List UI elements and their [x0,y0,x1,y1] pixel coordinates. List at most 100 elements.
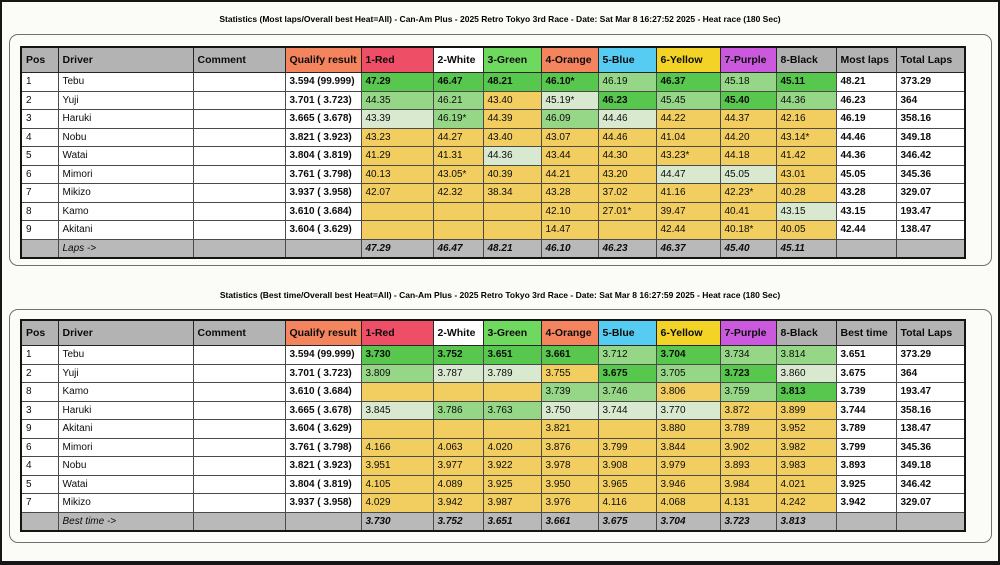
comment-cell [192,183,286,203]
heat-result-cell: 4.021 [775,474,837,494]
comment-cell [192,164,286,184]
column-header-8-black: 8-Black [775,46,837,73]
heat-result-cell: 41.42 [775,146,837,166]
heat-result-cell: 40.41 [719,201,777,221]
pos-cell: 9 [20,419,59,439]
qualify-result-cell: 3.937 ( 3.958) [284,493,362,513]
heat-result-cell: 3.789 [482,363,542,383]
driver-row: 3 Haruki 3.665 ( 3.678) 3.845 3.786 3.763 3.75… [20,400,966,420]
column-header-6-yellow: 6-Yellow [655,46,721,73]
column-header-total-laps: Total Laps [895,46,966,73]
comment-cell [192,419,286,439]
heat-result-cell: 3.787 [432,363,484,383]
heat-result-cell: 3.739 [540,382,599,402]
summary-heat-best-cell: 46.10 [540,238,599,259]
heat-result-cell: 40.39 [482,164,542,184]
best-value-cell: 44.46 [835,127,897,147]
column-header-qualify-result: Qualify result [284,319,362,346]
heat-result-cell: 3.872 [719,400,777,420]
total-laps-cell: 329.07 [895,183,966,203]
heat-result-cell: 3.925 [482,474,542,494]
heat-result-cell: 3.899 [775,400,837,420]
pos-cell: 4 [20,127,59,147]
total-laps-cell: 364 [895,90,966,110]
heat-result-cell: 42.07 [360,183,434,203]
column-header-pos: Pos [20,319,59,346]
heat-result-cell: 46.10* [540,72,599,92]
heat-result-cell: 43.40 [482,127,542,147]
column-header-7-purple: 7-Purple [719,46,777,73]
heat-result-cell: 43.14* [775,127,837,147]
summary-heat-best-cell: 46.37 [655,238,721,259]
heat-result-cell: 42.32 [432,183,484,203]
column-header-most-laps: Most laps [835,46,897,73]
heat-result-cell: 3.977 [432,456,484,476]
driver-row: 9 Akitani 3.604 ( 3.629) 14.47 42.44 40.18* 40… [20,220,966,240]
driver-cell: Akitani [57,220,194,240]
heat-result-cell: 4.068 [655,493,721,513]
qualify-result-cell: 3.821 ( 3.923) [284,456,362,476]
pos-cell: 9 [20,220,59,240]
heat-result-cell: 3.651 [482,345,542,365]
summary-label-cell: Laps -> [57,238,194,259]
heat-result-cell: 44.36 [775,90,837,110]
heat-result-cell: 44.37 [719,109,777,129]
heat-result-cell: 3.806 [655,382,721,402]
heat-result-cell: 4.063 [432,437,484,457]
best-value-cell: 43.15 [835,201,897,221]
heat-result-cell: 3.770 [655,400,721,420]
heat-result-cell: 40.18* [719,220,777,240]
heat-result-cell [360,201,434,221]
summary-best-cell [835,511,897,532]
best-value-cell: 3.942 [835,493,897,513]
pos-cell: 1 [20,72,59,92]
heat-result-cell: 43.28 [540,183,599,203]
total-laps-cell: 345.36 [895,437,966,457]
driver-cell: Watai [57,474,194,494]
heat-result-cell: 44.46 [597,109,657,129]
column-header-7-purple: 7-Purple [719,319,777,346]
heat-result-cell: 3.755 [540,363,599,383]
heat-result-cell: 3.821 [540,419,599,439]
heat-result-cell: 3.786 [432,400,484,420]
heat-result-cell: 46.47 [432,72,484,92]
summary-heat-best-cell: 48.21 [482,238,542,259]
heat-result-cell [432,419,484,439]
heat-result-cell: 40.28 [775,183,837,203]
heat-result-cell: 3.746 [597,382,657,402]
heat-result-cell: 44.21 [540,164,599,184]
heat-result-cell [597,419,657,439]
column-header-comment: Comment [192,46,286,73]
heat-result-cell [482,220,542,240]
comment-cell [192,474,286,494]
table-frame-best-time [9,309,992,543]
summary-heat-best-cell: 46.47 [432,238,484,259]
total-laps-cell: 345.36 [895,164,966,184]
heat-result-cell: 3.987 [482,493,542,513]
summary-pos-cell [20,238,59,259]
heat-result-cell: 45.18 [719,72,777,92]
heat-result-cell: 41.16 [655,183,721,203]
summary-heat-best-cell: 47.29 [360,238,434,259]
best-value-cell: 3.799 [835,437,897,457]
heat-result-cell: 44.46 [597,127,657,147]
heat-result-cell: 47.29 [360,72,434,92]
qualify-result-cell: 3.701 ( 3.723) [284,90,362,110]
driver-cell: Yuji [57,90,194,110]
heat-result-cell: 44.30 [597,146,657,166]
driver-row: 6 Mimori 3.761 ( 3.798) 4.166 4.063 4.020 3.87… [20,437,966,457]
qualify-result-cell: 3.665 ( 3.678) [284,400,362,420]
heat-result-cell: 43.20 [597,164,657,184]
summary-comment-cell [192,511,286,532]
driver-row: 5 Watai 3.804 ( 3.819) 41.29 41.31 44.36 43.44… [20,146,966,166]
qualify-result-cell: 3.804 ( 3.819) [284,474,362,494]
heat-result-cell: 3.902 [719,437,777,457]
qualify-result-cell: 3.804 ( 3.819) [284,146,362,166]
driver-row: 1 Tebu 3.594 (99.999) 3.730 3.752 3.651 3.661 3… [20,345,966,365]
heat-result-cell: 41.04 [655,127,721,147]
heat-result-cell: 42.23* [719,183,777,203]
driver-cell: Mimori [57,164,194,184]
best-value-cell: 46.23 [835,90,897,110]
driver-row: 2 Yuji 3.701 ( 3.723) 3.809 3.787 3.789 3.755 3… [20,363,966,383]
heat-result-cell [432,220,484,240]
